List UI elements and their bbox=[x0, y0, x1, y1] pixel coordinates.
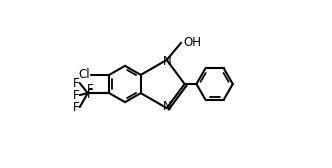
Text: F: F bbox=[72, 101, 79, 114]
Text: N: N bbox=[163, 100, 172, 113]
Text: F: F bbox=[87, 83, 94, 96]
Text: OH: OH bbox=[183, 36, 201, 49]
Text: N: N bbox=[163, 55, 172, 68]
Text: Cl: Cl bbox=[79, 68, 90, 81]
Text: F: F bbox=[72, 89, 79, 102]
Text: F: F bbox=[72, 77, 79, 90]
Text: F: F bbox=[87, 88, 94, 101]
